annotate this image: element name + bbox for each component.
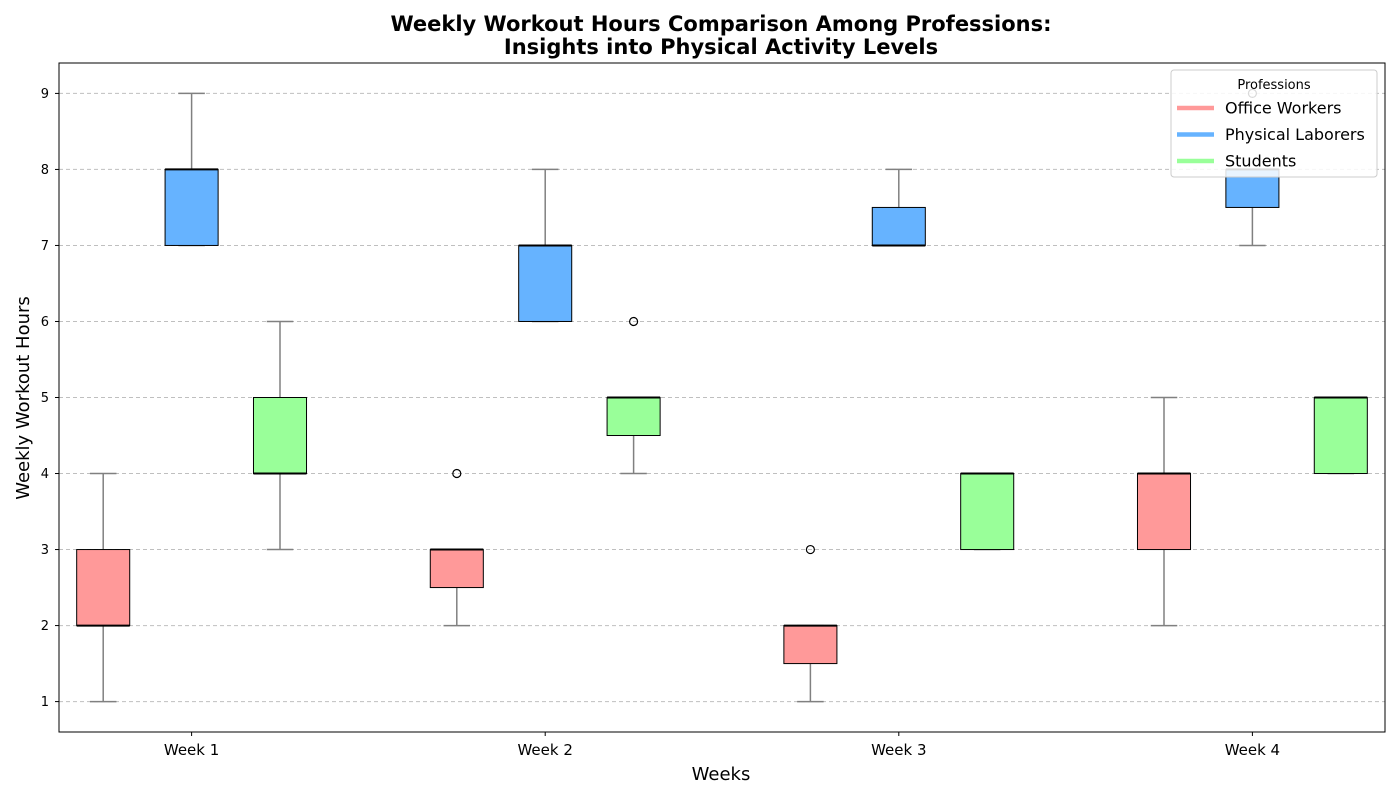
- box-office-workers-week-1: [76, 472, 131, 703]
- legend-label: Physical Laborers: [1225, 125, 1365, 144]
- legend-label: Office Workers: [1225, 99, 1342, 118]
- legend-item-students: Students: [1177, 152, 1296, 171]
- y-tick-label-9: 9: [41, 87, 49, 102]
- x-axis-label: Weeks: [692, 764, 751, 785]
- box-office-workers-week-3: [783, 544, 838, 703]
- box-body: [606, 397, 661, 437]
- box-students-week-1: [252, 320, 308, 551]
- legend-label: Students: [1225, 152, 1296, 171]
- y-axis-label: Weekly Workout Hours: [13, 296, 34, 500]
- box-body: [429, 549, 484, 589]
- box-body: [518, 244, 573, 322]
- x-tick-label-3: Week 3: [871, 741, 926, 759]
- box-body: [252, 397, 308, 475]
- legend: Professions Office Workers Physical Labor…: [1170, 69, 1378, 178]
- y-tick-label-6: 6: [41, 315, 49, 330]
- box-office-workers-week-2: [429, 468, 484, 627]
- chart-title-line-2: Insights into Physical Activity Levels: [504, 35, 938, 59]
- y-tick-label-7: 7: [41, 239, 49, 254]
- chart-title-line-1: Weekly Workout Hours Comparison Among Pr…: [390, 12, 1051, 36]
- y-tick-label-1: 1: [41, 695, 49, 710]
- box-body: [76, 549, 131, 627]
- legend-item-physical-laborers: Physical Laborers: [1177, 125, 1365, 144]
- box-students-week-3: [960, 472, 1015, 551]
- box-body: [871, 206, 926, 246]
- outlier-point: [628, 316, 639, 327]
- y-tick-label-8: 8: [41, 163, 49, 178]
- x-tick-label-1: Week 1: [164, 741, 219, 759]
- box-physical-laborers-week-1: [164, 92, 219, 247]
- legend-item-office-workers: Office Workers: [1177, 99, 1342, 118]
- axis-ticks: 1 2 3 4 5 6 7 8 9 Week 1 Week 2 Week 3 Week 4: [41, 87, 1280, 759]
- x-tick-label-4: Week 4: [1225, 741, 1280, 759]
- box-body: [960, 473, 1015, 551]
- box-physical-laborers-week-3: [871, 168, 926, 247]
- boxes: [76, 88, 1368, 703]
- outlier-point: [805, 544, 816, 555]
- box-students-week-4: [1313, 396, 1368, 475]
- box-office-workers-week-4: [1136, 396, 1192, 627]
- x-tick-label-2: Week 2: [517, 741, 572, 759]
- y-tick-label-3: 3: [41, 543, 49, 558]
- y-tick-label-5: 5: [41, 391, 49, 406]
- box-body: [783, 625, 838, 665]
- y-tick-label-4: 4: [41, 467, 49, 482]
- box-body: [1136, 473, 1192, 551]
- legend-frame: [1170, 69, 1378, 178]
- box-students-week-2: [606, 316, 661, 475]
- box-body: [1313, 397, 1368, 475]
- box-physical-laborers-week-2: [518, 168, 573, 323]
- box-body: [164, 168, 219, 246]
- y-tick-label-2: 2: [41, 619, 49, 634]
- legend-title: Professions: [1237, 78, 1311, 93]
- outlier-point: [452, 468, 462, 479]
